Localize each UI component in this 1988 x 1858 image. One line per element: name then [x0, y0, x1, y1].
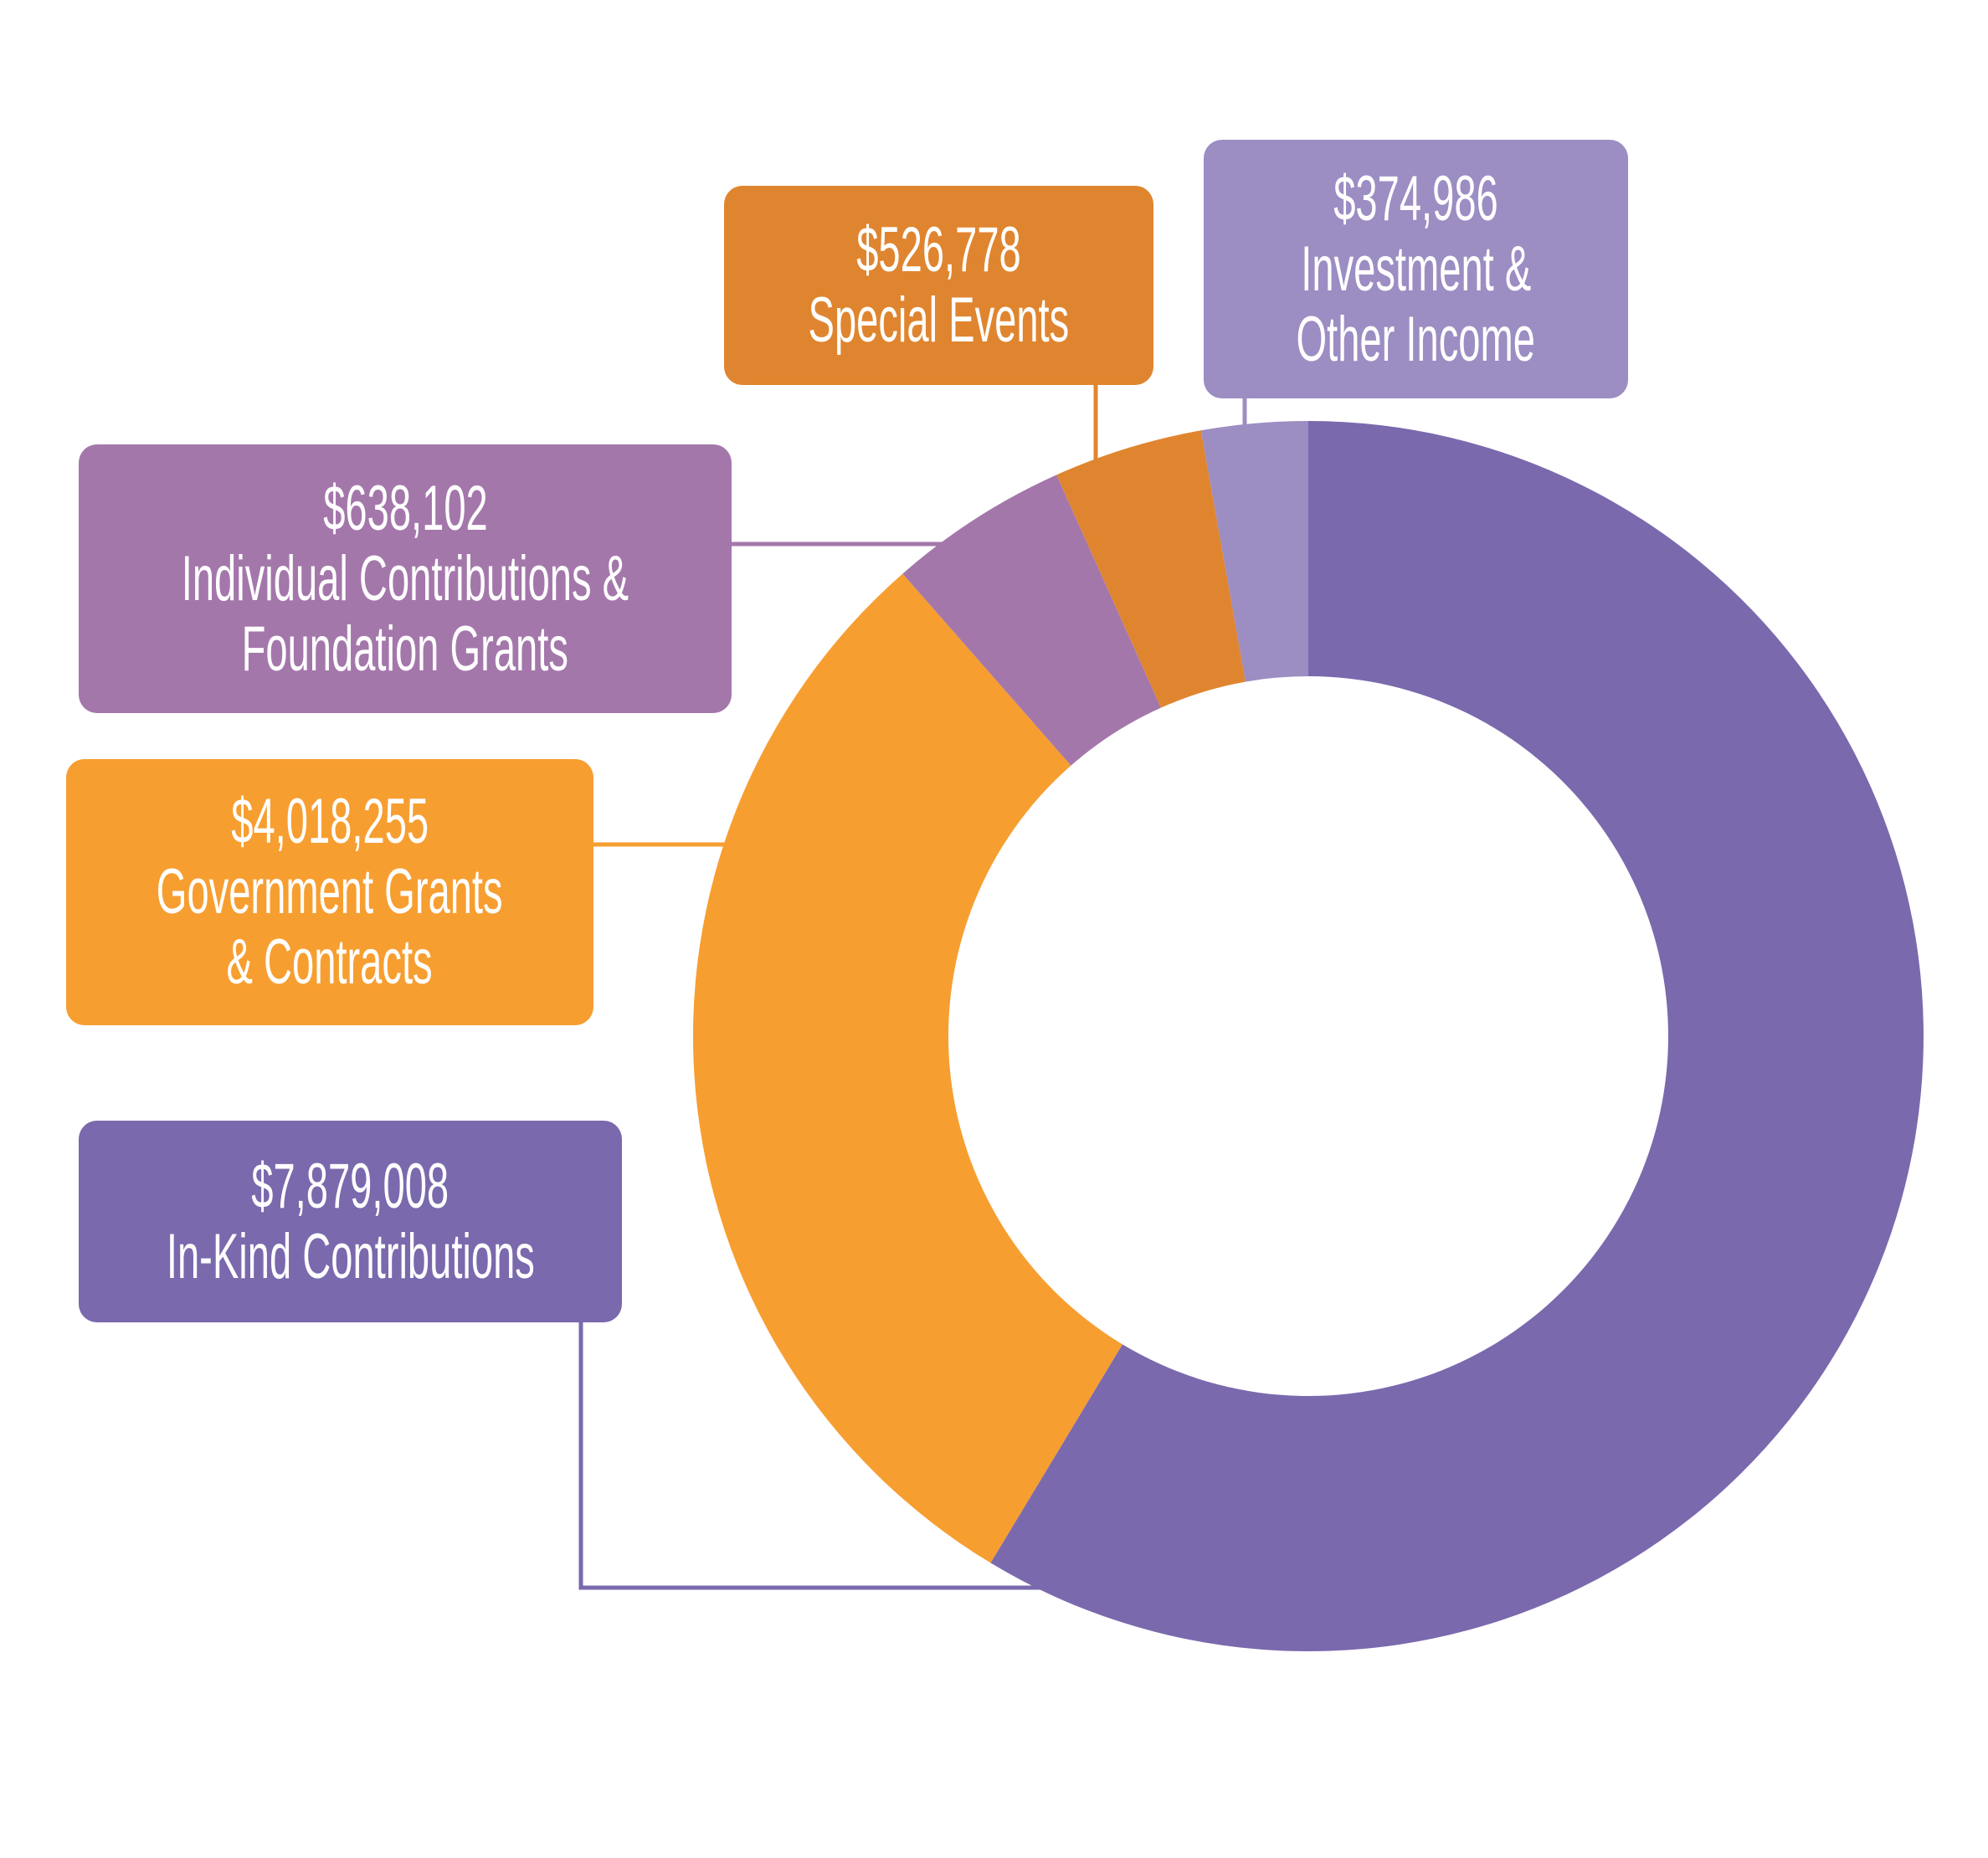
- category-label: In-Kind Contributions: [166, 1220, 535, 1292]
- slice-in-kind-contributions: [990, 421, 1924, 1651]
- leader-line-in-kind: [578, 1322, 1042, 1590]
- label-box-in-kind: $7,879,008 In-Kind Contributions: [79, 1121, 622, 1322]
- slice-investment-other-income: [1200, 421, 1308, 682]
- category-label: Special Events: [808, 285, 1070, 356]
- value-label: $638,102: [322, 472, 488, 544]
- label-box-investment: $374,986 Investment & Other Income: [1204, 140, 1628, 398]
- label-box-individual: $638,102 Individual Contributions & Foun…: [79, 444, 732, 713]
- category-label: Foundation Grants: [241, 613, 569, 685]
- value-label: $526,778: [856, 214, 1021, 285]
- slice-individual-contributions-foundation-grants: [902, 475, 1162, 766]
- value-label: $374,986: [1333, 162, 1498, 234]
- slice-special-events: [1056, 430, 1246, 708]
- slice-government-grants-contracts: [692, 573, 1122, 1563]
- category-label: & Contracts: [226, 926, 434, 998]
- label-box-government: $4,018,255 Government Grants & Contracts: [66, 759, 593, 1025]
- category-label: Government Grants: [157, 856, 503, 927]
- value-label: $4,018,255: [231, 786, 429, 857]
- category-label: Investment &: [1301, 233, 1531, 305]
- label-box-special-events: $526,778 Special Events: [724, 186, 1153, 385]
- value-label: $7,879,008: [251, 1150, 449, 1222]
- category-label: Other Income: [1296, 303, 1536, 375]
- category-label: Individual Contributions &: [181, 542, 629, 614]
- leader-lines: [578, 385, 1247, 1590]
